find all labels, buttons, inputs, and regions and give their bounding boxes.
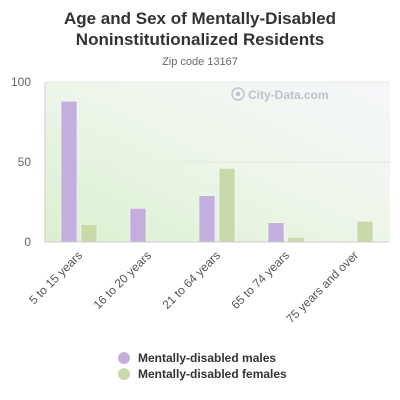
x-tick-label: 65 to 74 years [228, 248, 292, 312]
legend-swatch-females [118, 368, 130, 380]
y-tick-label: 0 [24, 235, 31, 249]
watermark: City-Data.com [231, 87, 329, 102]
x-tick-label: 5 to 15 years [26, 248, 85, 307]
legend-label-females: Mentally-disabled females [138, 367, 287, 381]
bar-males [60, 100, 78, 243]
legend-item-females: Mentally-disabled females [118, 366, 287, 382]
legend-label-males: Mentally-disabled males [138, 351, 277, 365]
bar-females [356, 220, 374, 243]
bar-males [198, 195, 216, 243]
bar-females [80, 224, 98, 243]
chart-subtitle: Zip code 13167 [162, 56, 238, 68]
watermark-text: City-Data.com [248, 88, 329, 102]
legend-swatch-males [118, 352, 130, 364]
chart-title: Age and Sex of Mentally-Disabled Noninst… [63, 9, 337, 49]
legend-item-males: Mentally-disabled males [118, 350, 287, 366]
y-tick-label: 100 [11, 75, 31, 89]
y-tick-label: 50 [18, 155, 32, 169]
bar-females [287, 236, 305, 243]
bar-females [218, 168, 236, 243]
x-tick-label: 21 to 64 years [159, 248, 223, 312]
legend: Mentally-disabled males Mentally-disable… [118, 350, 287, 382]
bar-males [267, 222, 285, 243]
x-tick-label: 16 to 20 years [90, 248, 154, 312]
bar-males [129, 208, 147, 243]
x-tick-label: 75 years and over [283, 248, 361, 326]
